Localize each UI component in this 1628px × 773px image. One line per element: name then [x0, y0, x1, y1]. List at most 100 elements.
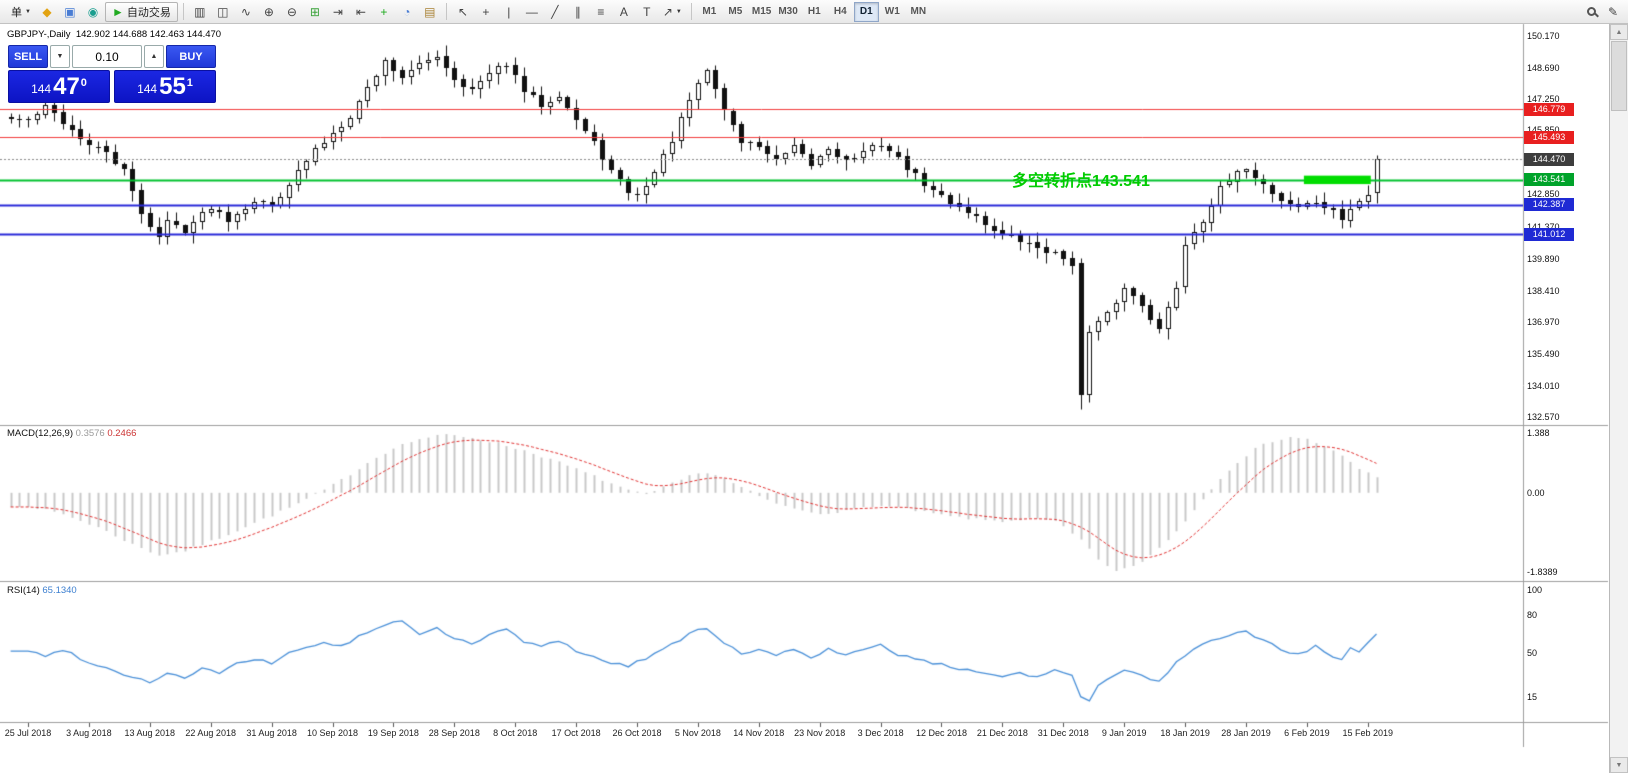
toolbar-separator: [690, 3, 692, 20]
timeframe-m5-button[interactable]: M5: [723, 2, 748, 22]
templates-icon: ▤: [424, 4, 436, 19]
sell-button[interactable]: SELL: [8, 45, 48, 68]
fibonacci-button[interactable]: ≡: [590, 2, 612, 22]
timeframe-m15-button[interactable]: M15: [749, 2, 774, 22]
market-watch-button[interactable]: ▣: [59, 2, 81, 22]
data-window-icon: ◉: [87, 4, 99, 19]
buy-button[interactable]: BUY: [166, 45, 216, 68]
trendline-icon: ╱: [551, 4, 559, 19]
macd-indicator-label: MACD(12,26,9) 0.3576 0.2466: [7, 428, 137, 439]
bar-chart-button[interactable]: ▥: [189, 2, 211, 22]
toolbar-separator: [182, 3, 184, 20]
new-chart-button[interactable]: ◆: [36, 2, 58, 22]
periods-button[interactable]: ◔: [396, 2, 418, 22]
trendline-button[interactable]: ╱: [544, 2, 566, 22]
macd-axis-tick: -1.8389: [1527, 567, 1558, 577]
timeframe-h4-button[interactable]: H4: [828, 2, 853, 22]
zoom-out-button[interactable]: ⊖: [281, 2, 303, 22]
volume-up-button[interactable]: ▲: [144, 45, 164, 68]
zoom-in-icon: ⊕: [263, 4, 274, 19]
macd-value: 0.3576: [75, 428, 105, 439]
label-button[interactable]: T: [636, 2, 658, 22]
vertical-line-button[interactable]: |: [498, 2, 520, 22]
auto-scroll-icon: ⇥: [332, 4, 343, 19]
scroll-up-button[interactable]: ▲: [1610, 24, 1628, 40]
price-axis-tick: 135.490: [1527, 348, 1560, 359]
chart-shift-button[interactable]: ⇤: [350, 2, 372, 22]
date-axis-label: 25 Jul 2018: [4, 728, 52, 738]
label-icon: T: [643, 4, 651, 19]
sell-price-display[interactable]: 144 47 0: [8, 70, 110, 103]
macd-axis-tick: 0.00: [1527, 487, 1545, 498]
new-chart-icon: ◆: [42, 4, 52, 19]
zoom-in-button[interactable]: ⊕: [258, 2, 280, 22]
candlestick-chart-icon: ◫: [217, 4, 229, 19]
horizontal-line-button[interactable]: —: [521, 2, 543, 22]
search-button[interactable]: [1580, 2, 1602, 22]
price-tag: 145.493: [1524, 130, 1574, 144]
periods-icon: ◔: [403, 4, 411, 19]
text-button[interactable]: A: [613, 2, 635, 22]
timeframe-m30-button[interactable]: M30: [775, 2, 800, 22]
price-axis-tick: 136.970: [1527, 316, 1560, 327]
volume-input[interactable]: 0.10: [72, 45, 142, 68]
price-axis-tick: 150.170: [1527, 31, 1560, 41]
scrollbar-thumb[interactable]: [1611, 41, 1627, 111]
templates-button[interactable]: ▤: [419, 2, 441, 22]
new-order-button[interactable]: 单 ▼: [4, 2, 35, 22]
price-axis-tick: 132.570: [1527, 412, 1560, 423]
cursor-button[interactable]: ↖: [452, 2, 474, 22]
auto-scroll-button[interactable]: ⇥: [327, 2, 349, 22]
channel-icon: ∥: [574, 4, 581, 19]
price-tag: 143.541: [1524, 173, 1574, 187]
candlestick-chart-button[interactable]: ◫: [212, 2, 234, 22]
quick-edit-button[interactable]: ✎: [1602, 2, 1624, 22]
caret-down-icon: ▼: [25, 8, 31, 15]
buy-price-display[interactable]: 144 55 1: [114, 70, 216, 103]
arrows-button[interactable]: ↗ ▼: [659, 2, 686, 22]
channel-button[interactable]: ∥: [567, 2, 589, 22]
autotrading-button-label: 自动交易: [126, 6, 171, 19]
date-axis-label: 19 Sep 2018: [367, 728, 419, 738]
autotrading-button[interactable]: ► 自动交易: [104, 1, 178, 22]
timeframe-d1-button[interactable]: D1: [853, 1, 879, 22]
scroll-down-button[interactable]: ▼: [1610, 757, 1628, 773]
rsi-axis-tick: 50: [1527, 648, 1538, 658]
price-tag: 141.012: [1524, 227, 1574, 241]
price-tag: 142.387: [1524, 198, 1574, 211]
date-axis-label: 23 Nov 2018: [794, 728, 846, 738]
date-axis-label: 26 Oct 2018: [612, 728, 662, 738]
macd-axis-tick: 1.388: [1527, 428, 1550, 438]
volume-down-button[interactable]: ▼: [50, 45, 70, 68]
rsi-indicator-label: RSI(14) 65.1340: [7, 585, 77, 596]
pivot-annotation-text[interactable]: 多空转折点143.541: [1012, 173, 1150, 190]
new-order-button-label: 单: [11, 6, 22, 19]
date-axis-label: 15 Feb 2019: [1342, 728, 1394, 738]
price-axis-tick: 139.890: [1527, 253, 1560, 264]
timeframe-mn-button[interactable]: MN: [906, 2, 931, 22]
price-axis-tick: 147.250: [1527, 94, 1560, 105]
date-axis-label: 28 Sep 2018: [428, 728, 480, 738]
timeframe-w1-button[interactable]: W1: [880, 2, 905, 22]
date-axis-label: 13 Aug 2018: [124, 728, 176, 738]
tile-windows-button[interactable]: ⊞: [304, 2, 326, 22]
indicators-button[interactable]: +: [373, 2, 395, 22]
vertical-scrollbar[interactable]: ▲ ▼: [1609, 24, 1628, 773]
price-tag: 146.779: [1524, 102, 1574, 116]
timeframe-h1-button[interactable]: H1: [802, 2, 827, 22]
date-axis-label: 9 Jan 2019: [1101, 728, 1147, 738]
indicators-icon: +: [380, 4, 388, 19]
date-axis-label: 10 Sep 2018: [306, 728, 359, 738]
crosshair-button[interactable]: +: [475, 2, 497, 22]
date-axis-label: 3 Dec 2018: [857, 728, 904, 738]
data-window-button[interactable]: ◉: [82, 2, 104, 22]
arrows-icon: ↗: [662, 4, 673, 19]
line-chart-button[interactable]: ∿: [235, 2, 257, 22]
price-axis-tick: 148.690: [1527, 63, 1560, 74]
autotrading-icon: ►: [111, 4, 124, 19]
price-tag: 144.470: [1524, 152, 1574, 166]
ohlc-values: 142.902 144.688 142.463 144.470: [75, 29, 222, 40]
symbol-title: GBPJPY-,Daily: [7, 29, 71, 40]
timeframe-m1-button[interactable]: M1: [697, 2, 722, 22]
